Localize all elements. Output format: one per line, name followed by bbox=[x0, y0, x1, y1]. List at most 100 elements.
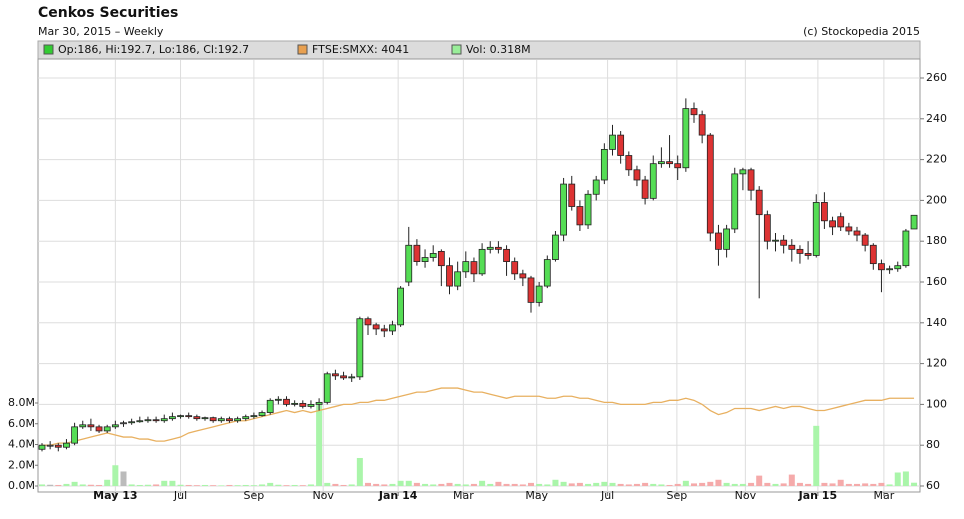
volume-bar bbox=[560, 481, 567, 486]
volume-bar bbox=[373, 483, 380, 486]
candle-body bbox=[413, 244, 421, 262]
candle-body bbox=[649, 163, 657, 199]
volume-bar bbox=[71, 481, 78, 486]
candle-body bbox=[446, 265, 453, 287]
volume-bar bbox=[63, 483, 70, 486]
x-tick-label: May bbox=[525, 489, 548, 502]
candle-body bbox=[609, 134, 616, 150]
candle-body bbox=[869, 244, 877, 265]
candle-body bbox=[421, 257, 429, 262]
volume-bar bbox=[691, 483, 697, 486]
volume-bar bbox=[169, 480, 176, 486]
candle-body bbox=[160, 418, 168, 422]
candle-body bbox=[226, 418, 233, 422]
candle-body bbox=[772, 239, 779, 242]
candle-body bbox=[274, 398, 282, 401]
candle-body bbox=[739, 169, 747, 175]
volume-bar bbox=[707, 481, 714, 486]
volume-bar bbox=[422, 483, 429, 486]
candle-body bbox=[405, 244, 413, 283]
volume-bar bbox=[495, 481, 502, 486]
volume-bar bbox=[845, 483, 852, 486]
x-tick-label: Jan 15 bbox=[798, 489, 837, 502]
candle-body bbox=[788, 244, 796, 250]
volume-bar bbox=[430, 484, 437, 486]
candle-body bbox=[617, 134, 625, 156]
candle-body bbox=[633, 169, 641, 181]
volume-bar bbox=[365, 482, 371, 486]
candle-body bbox=[821, 202, 828, 222]
volume-bar bbox=[389, 483, 396, 486]
volume-bar bbox=[39, 484, 45, 486]
x-tick-label: Sep bbox=[667, 489, 688, 502]
volume-bar bbox=[862, 483, 869, 486]
volume-bar bbox=[438, 483, 445, 486]
candle-body bbox=[217, 418, 225, 422]
x-tick-label: Mar bbox=[874, 489, 895, 502]
legend-swatch bbox=[43, 44, 54, 55]
volume-bar bbox=[267, 482, 274, 486]
legend-swatch bbox=[297, 44, 308, 55]
volume-bar bbox=[55, 484, 62, 486]
candle-body bbox=[592, 179, 600, 195]
volume-bar bbox=[128, 484, 135, 486]
candle-body bbox=[552, 234, 559, 260]
candle-body bbox=[682, 108, 690, 169]
volume-bar bbox=[144, 484, 151, 486]
y-tick-label: 200 bbox=[926, 193, 947, 206]
candle-body bbox=[568, 183, 576, 207]
chart-subtitle: Mar 30, 2015 – Weekly bbox=[38, 25, 164, 38]
y-tick-label: 120 bbox=[926, 357, 947, 370]
volume-bar bbox=[413, 482, 420, 486]
candle-body bbox=[103, 426, 111, 432]
volume-bar bbox=[756, 475, 763, 486]
candle-body bbox=[666, 161, 673, 165]
volume-bar bbox=[715, 479, 722, 486]
candle-body bbox=[486, 246, 494, 250]
volume-bar bbox=[536, 483, 543, 486]
volume-bar bbox=[470, 483, 477, 486]
candle-body bbox=[600, 148, 608, 181]
candle-body bbox=[478, 248, 486, 275]
volume-bar bbox=[87, 484, 94, 486]
legend-label: FTSE:SMXX: 4041 bbox=[312, 43, 409, 56]
volume-bar bbox=[275, 484, 282, 486]
candle-body bbox=[706, 134, 714, 234]
volume-bar bbox=[348, 484, 355, 486]
candle-body bbox=[437, 250, 445, 267]
candle-body bbox=[38, 444, 46, 450]
candle-body bbox=[209, 417, 217, 422]
volume-bar bbox=[397, 480, 404, 486]
candle-body bbox=[462, 261, 470, 273]
volume-bar bbox=[886, 484, 893, 486]
plot-frame bbox=[37, 58, 921, 493]
volume-bar bbox=[576, 482, 583, 486]
candle-body bbox=[698, 114, 706, 136]
volume-bar bbox=[528, 482, 534, 486]
candle-body bbox=[331, 373, 339, 377]
candle-body bbox=[747, 169, 755, 191]
candle-body bbox=[315, 401, 323, 405]
credit: (c) Stockopedia 2015 bbox=[803, 25, 920, 38]
volume-bar bbox=[821, 482, 828, 486]
candle-body bbox=[258, 412, 266, 417]
volume-bar bbox=[161, 480, 168, 486]
volume-bar bbox=[544, 484, 551, 486]
y-tick-label: 80 bbox=[926, 438, 940, 451]
y-tick-label: 240 bbox=[926, 112, 947, 125]
volume-bar bbox=[193, 485, 200, 486]
candle-body bbox=[763, 214, 771, 242]
y-tick-label: 260 bbox=[926, 71, 947, 84]
y-tick-label: 160 bbox=[926, 275, 947, 288]
volume-bar bbox=[593, 482, 600, 486]
candle-body bbox=[177, 415, 184, 418]
candle-body bbox=[560, 183, 567, 236]
volume-bar bbox=[682, 480, 689, 486]
volume-bar bbox=[617, 483, 624, 486]
candle-body bbox=[234, 418, 242, 422]
candle-body bbox=[323, 373, 331, 403]
candle-body bbox=[242, 416, 250, 420]
volume-bar bbox=[780, 483, 787, 486]
volume-bar bbox=[153, 484, 160, 486]
